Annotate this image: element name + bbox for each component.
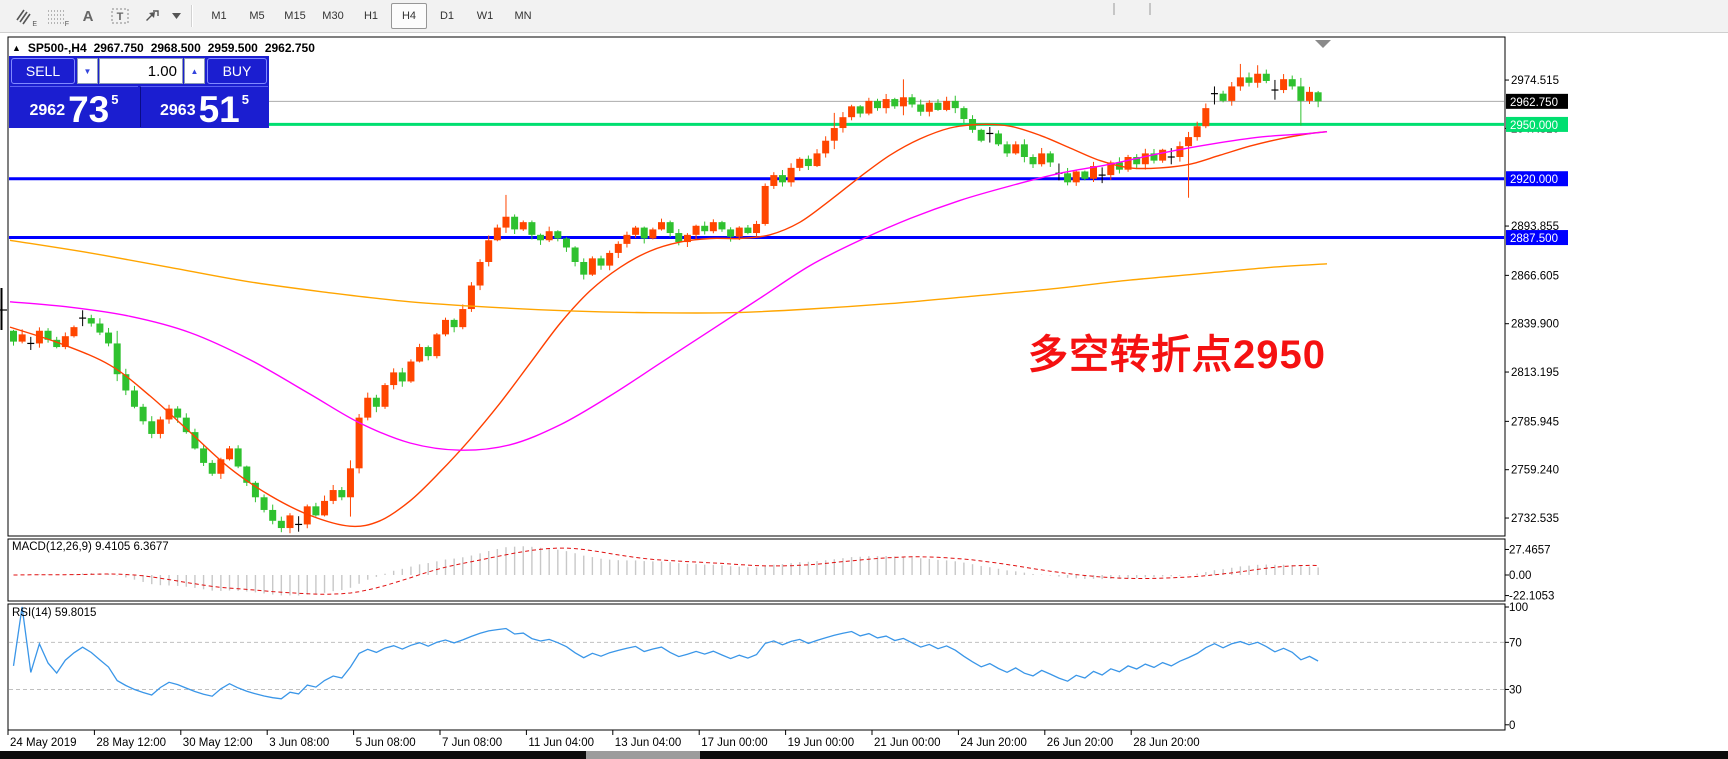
cursor-arrows-icon[interactable]	[138, 3, 166, 29]
svg-text:24 May 2019: 24 May 2019	[10, 737, 77, 749]
svg-text:2866.605: 2866.605	[1511, 270, 1559, 282]
ma-fast-line	[9, 123, 1328, 528]
time-axis: 24 May 2019 28 May 12:00 30 May 12:00 3 Jun…	[7, 730, 1200, 749]
svg-text:19 Jun 00:00: 19 Jun 00:00	[788, 737, 855, 749]
svg-text:30 May 12:00: 30 May 12:00	[183, 737, 253, 749]
rsi-line	[12, 606, 1319, 700]
svg-text:T: T	[117, 11, 124, 23]
rsi-indicator-label: RSI(14) 59.8015	[12, 607, 97, 619]
timeframe-button-m30[interactable]: M30	[322, 10, 344, 22]
timeframe-button-d1[interactable]: D1	[439, 10, 455, 22]
chart-annotation-text: 多空转折点2950	[1028, 333, 1326, 377]
clipped-first-bar	[0, 288, 7, 330]
buy-price-small: 2963	[160, 102, 196, 119]
sell-price-big: 73	[68, 88, 110, 130]
svg-text:2887.500: 2887.500	[1510, 233, 1558, 245]
sell-button[interactable]: SELL	[11, 58, 75, 84]
svg-text:17 Jun 00:00: 17 Jun 00:00	[701, 737, 768, 749]
ma-slow-line	[9, 239, 1328, 314]
svg-text:24 Jun 20:00: 24 Jun 20:00	[960, 737, 1027, 749]
text-box-icon[interactable]: T	[106, 3, 134, 29]
svg-text:-22.1053: -22.1053	[1509, 591, 1554, 603]
svg-text:5 Jun 08:00: 5 Jun 08:00	[356, 737, 416, 749]
chart-style-icon[interactable]: E	[10, 3, 38, 29]
icon-sub-f: F	[64, 21, 69, 28]
chart-title: ▲ SP500-,H4 2967.750 2968.500 2959.500 2…	[12, 41, 315, 55]
sell-price-button[interactable]: 2962 73 5	[10, 86, 138, 130]
icon-sub-e: E	[32, 21, 37, 28]
timeframe-button-mn[interactable]: MN	[514, 10, 532, 22]
symbol-label: SP500-,H4	[27, 41, 87, 55]
macd-indicator-label: MACD(12,26,9) 9.4105 6.3677	[12, 541, 169, 553]
volume-increase-button[interactable]: ▲	[184, 58, 205, 84]
timeframe-button-m15[interactable]: M15	[284, 10, 306, 22]
svg-text:28 May 12:00: 28 May 12:00	[96, 737, 166, 749]
toolbar-separator	[191, 5, 193, 27]
price-badges: 2962.750 2950.000 2920.000 2887.500	[1506, 93, 1568, 246]
bottom-strip	[0, 751, 1728, 759]
ma-mid-line	[9, 131, 1328, 451]
collapse-panel-icon[interactable]: ▲	[12, 43, 21, 53]
macd-signal-line	[13, 547, 1319, 595]
toolbar-handle	[1149, 3, 1151, 15]
svg-text:27.4657: 27.4657	[1509, 544, 1551, 556]
sell-price-small: 2962	[29, 102, 66, 119]
svg-text:11 Jun 04:00: 11 Jun 04:00	[528, 737, 594, 749]
candles	[10, 63, 1322, 534]
svg-text:13 Jun 04:00: 13 Jun 04:00	[615, 737, 682, 749]
timeframe-group: M1 M5 M15 M30 H1 H4 D1 W1 MN	[200, 3, 542, 29]
price-axis-ticks: 2974.5152947.8102893.8552866.6052839.900…	[1505, 75, 1559, 525]
rsi-axis: 100 70 30 0	[1505, 602, 1528, 732]
grid-icon[interactable]: F	[42, 3, 70, 29]
svg-text:2893.855: 2893.855	[1511, 221, 1559, 233]
sell-price-sup: 5	[111, 92, 119, 107]
svg-text:7 Jun 08:00: 7 Jun 08:00	[442, 737, 502, 749]
svg-text:30: 30	[1509, 684, 1522, 696]
svg-text:2759.240: 2759.240	[1511, 465, 1559, 477]
svg-text:70: 70	[1509, 637, 1522, 649]
svg-text:0.00: 0.00	[1509, 570, 1531, 582]
svg-text:2813.195: 2813.195	[1511, 367, 1559, 379]
volume-decrease-button[interactable]: ▼	[77, 58, 98, 84]
timeframe-button-m1[interactable]: M1	[211, 10, 227, 22]
timeframe-button-h1[interactable]: H1	[363, 10, 379, 22]
svg-text:2950.000: 2950.000	[1510, 120, 1558, 132]
toolbar-handle	[1113, 3, 1115, 15]
buy-button[interactable]: BUY	[207, 58, 267, 84]
dropdown-caret-icon[interactable]	[170, 3, 182, 29]
moving-averages	[9, 123, 1328, 528]
macd-histogram	[21, 546, 1319, 596]
buy-price-big: 51	[198, 88, 240, 130]
svg-text:3 Jun 08:00: 3 Jun 08:00	[269, 737, 329, 749]
svg-text:2839.900: 2839.900	[1511, 319, 1559, 331]
svg-text:28 Jun 20:00: 28 Jun 20:00	[1133, 737, 1200, 749]
volume-input[interactable]	[99, 58, 183, 84]
svg-text:100: 100	[1509, 602, 1528, 614]
svg-text:26 Jun 20:00: 26 Jun 20:00	[1047, 737, 1114, 749]
svg-text:2920.000: 2920.000	[1510, 174, 1558, 186]
open-value: 2967.750	[93, 41, 144, 55]
svg-text:2732.535: 2732.535	[1511, 513, 1559, 525]
svg-text:2974.515: 2974.515	[1511, 75, 1559, 87]
buy-price-sup: 5	[241, 92, 249, 107]
timeframe-button-w1[interactable]: W1	[476, 10, 494, 22]
svg-text:0: 0	[1509, 720, 1515, 732]
macd-axis: 27.4657 0.00 -22.1053	[1505, 544, 1554, 603]
svg-text:21 Jun 00:00: 21 Jun 00:00	[874, 737, 941, 749]
svg-text:2785.945: 2785.945	[1511, 416, 1559, 428]
toolbar: E F A T M1 M5 M15 M30 H1 H4 D1 W1 MN	[0, 0, 1728, 33]
timeframe-button-m5[interactable]: M5	[249, 10, 265, 22]
high-value: 2968.500	[150, 41, 201, 55]
pane-frames	[7, 36, 1506, 731]
low-value: 2959.500	[207, 41, 258, 55]
one-click-trade-panel: SELL ▼ ▲ BUY 2962 73 5 2963 51 5	[9, 56, 269, 128]
close-value: 2962.750	[264, 41, 315, 55]
timeframe-button-h4[interactable]: H4	[391, 3, 427, 29]
svg-text:2962.750: 2962.750	[1510, 97, 1558, 109]
text-label-icon[interactable]: A	[82, 7, 94, 25]
buy-price-button[interactable]: 2963 51 5	[140, 86, 268, 130]
chart-shift-marker	[1315, 40, 1331, 48]
